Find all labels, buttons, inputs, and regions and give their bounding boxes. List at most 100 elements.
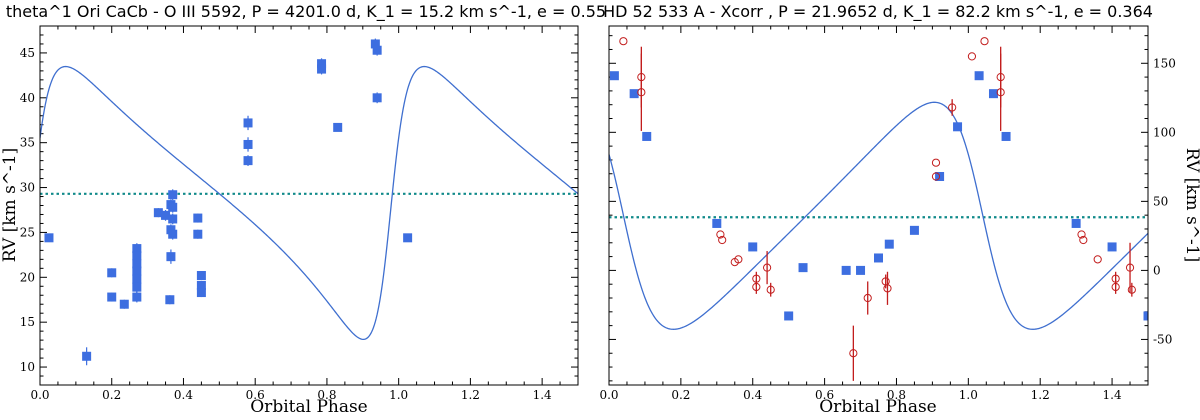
right-orbit-model-curve (609, 101, 1148, 330)
right-rv-point-square (953, 122, 963, 132)
left-x-tick-label: 0.2 (102, 388, 121, 402)
y-axis-label-left: RV [km s^-1] (0, 148, 20, 263)
right-rv-point-circle (967, 52, 977, 61)
left-rv-point-square (166, 252, 176, 262)
right-rv-point-square (748, 242, 758, 252)
right-rv-point-square (1143, 311, 1148, 321)
left-rv-point-square (132, 244, 142, 254)
right-y-tick-label: 0 (1153, 263, 1161, 277)
left-rv-point-square (196, 271, 206, 281)
left-y-tick-label: 30 (20, 181, 35, 195)
right-rv-point-circle (766, 285, 775, 294)
right-rv-point-square (629, 89, 639, 99)
left-x-tick-label: 0.8 (317, 388, 336, 402)
left-rv-point-square (168, 214, 178, 224)
left-x-tick-label: 1.4 (533, 388, 552, 402)
right-rv-point-circle (980, 37, 989, 46)
right-x-tick-label: 0.2 (671, 388, 690, 402)
right-rv-point-circle (716, 230, 725, 239)
left-rv-point-square (403, 233, 413, 243)
left-rv-point-square (372, 45, 382, 55)
axes-frame-right (608, 25, 1149, 386)
left-rv-point-square (196, 280, 206, 290)
right-x-tick-label: 0.8 (887, 388, 906, 402)
left-rv-point-square (107, 268, 117, 278)
left-rv-point-square (119, 299, 129, 309)
left-rv-point-square (196, 288, 206, 298)
left-rv-point-square (132, 266, 142, 276)
left-rv-point-square (107, 292, 117, 302)
left-rv-point-square (44, 233, 54, 243)
right-rv-point-circle (883, 284, 892, 293)
left-data-layer (40, 38, 578, 366)
left-rv-point-square (132, 274, 142, 284)
x-axis-label-right: Orbital Phase (819, 397, 937, 417)
left-rv-point-square (132, 251, 142, 261)
left-x-tick-label: 0.0 (30, 388, 49, 402)
left-y-tick-label: 45 (20, 46, 35, 60)
right-rv-point-circle (1079, 235, 1088, 245)
right-rv-point-circle (1077, 230, 1086, 239)
left-rv-point-square (132, 259, 142, 269)
left-x-tick-label: 0.6 (246, 388, 265, 402)
right-rv-point-circle (1125, 263, 1135, 272)
right-x-tick-label: 1.0 (959, 388, 978, 402)
right-rv-point-circle (763, 263, 772, 272)
left-rv-point-square (168, 190, 178, 200)
right-rv-point-circle (619, 37, 628, 46)
right-rv-point-square (798, 263, 808, 273)
right-rv-point-circle (637, 88, 646, 97)
left-rv-point-square (168, 229, 178, 239)
panel-hd52533: HD 52 533 A - Xcorr , P = 21.9652 d, K_1… (599, 2, 1200, 417)
left-rv-point-square (370, 39, 380, 49)
right-y-tick-label: -50 (1153, 332, 1172, 346)
plot-area-left: 0.0 0.2 0.4 0.6 0.8 1.0 1.2 1.4 10 15 20 25 30 35 40 45 (20, 25, 579, 402)
right-rv-point-square (974, 71, 984, 81)
left-x-tick-label: 1.0 (389, 388, 408, 402)
plot-area-right: 0.0 0.2 0.4 0.6 0.8 1.0 1.2 1.4 -50 0 50 100 150 (599, 26, 1176, 402)
right-rv-point-square (841, 265, 851, 275)
right-x-tick-label: 1.4 (1103, 388, 1122, 402)
right-rv-point-square (856, 265, 866, 275)
chart-title-right: HD 52 533 A - Xcorr , P = 21.9652 d, K_1… (603, 2, 1153, 22)
right-rv-point-circle (1093, 255, 1102, 264)
right-rv-point-circle (752, 282, 761, 292)
right-rv-point-circle (863, 293, 872, 303)
right-x-tick-label: 0.6 (815, 388, 834, 402)
right-rv-point-circle (849, 349, 858, 358)
right-rv-point-square (1071, 218, 1081, 228)
left-rv-point-square (82, 351, 92, 361)
right-rv-point-square (909, 225, 919, 235)
left-rv-point-square (243, 118, 253, 128)
right-x-tick-label: 0.0 (599, 388, 618, 402)
right-rv-point-circle (931, 172, 941, 181)
right-rv-point-circle (931, 158, 941, 167)
right-rv-point-circle (734, 255, 743, 264)
left-rv-point-square (243, 139, 253, 149)
right-rv-point-square (874, 253, 883, 263)
left-y-tick-label: 35 (20, 136, 35, 150)
left-rv-point-square (333, 122, 343, 132)
left-rv-point-square (161, 210, 171, 220)
left-y-tick-label: 25 (20, 225, 35, 239)
left-y-tick-label: 20 (20, 270, 35, 284)
left-rv-point-square (132, 282, 142, 292)
y-axis-label-right: RV [km s^-1] (1182, 148, 1200, 263)
right-rv-point-circle (996, 88, 1005, 97)
right-data-layer (609, 37, 1148, 381)
left-rv-point-square (243, 156, 253, 166)
axes-frame-left (39, 25, 579, 386)
left-rv-point-square (193, 213, 203, 223)
right-rv-point-square (609, 71, 619, 81)
left-rv-point-square (372, 93, 382, 103)
right-rv-point-square (642, 131, 652, 141)
left-rv-point-square (168, 202, 178, 212)
left-rv-point-square (153, 208, 163, 218)
right-rv-point-square (712, 218, 722, 228)
right-y-tick-label: 100 (1153, 125, 1176, 139)
left-y-tick-label: 15 (20, 315, 35, 329)
right-x-tick-label: 1.2 (1031, 388, 1050, 402)
right-rv-point-square (784, 311, 794, 321)
right-y-tick-label: 50 (1153, 194, 1168, 208)
